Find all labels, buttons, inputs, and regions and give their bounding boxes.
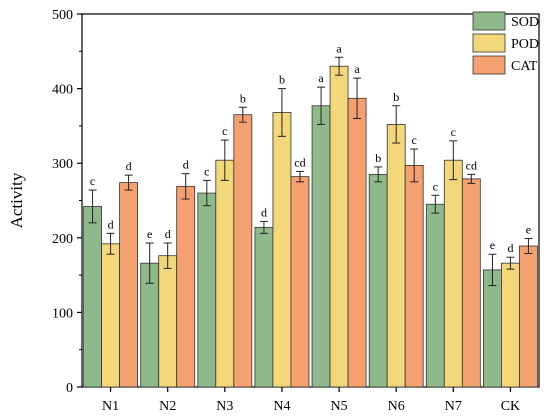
bar-sod-n1 xyxy=(83,206,102,388)
significance-label: a xyxy=(318,71,324,85)
legend-label-cat: CAT xyxy=(511,59,538,74)
legend-swatch-pod xyxy=(472,33,506,53)
significance-label: e xyxy=(490,238,495,252)
y-tick-label-500: 500 xyxy=(52,8,73,23)
legend-swatch-sod xyxy=(472,11,506,31)
bar-cat-n4 xyxy=(290,176,310,388)
significance-label: c xyxy=(412,133,417,147)
bar-cat-n5 xyxy=(347,97,367,388)
significance-label: d xyxy=(126,159,132,173)
bar-sod-n6 xyxy=(368,173,388,388)
bar-pod-ck xyxy=(501,262,520,388)
legend-label-pod: POD xyxy=(511,37,539,52)
bar-pod-n6 xyxy=(386,124,406,388)
bar-cat-ck xyxy=(519,245,538,388)
significance-label: d xyxy=(108,217,114,231)
x-tick-label-n2: N2 xyxy=(159,399,176,414)
significance-label: d xyxy=(183,158,189,172)
legend-swatch-cat xyxy=(472,55,506,75)
y-tick-label-200: 200 xyxy=(52,232,73,247)
x-tick-label-n3: N3 xyxy=(216,399,233,414)
significance-label: e xyxy=(147,227,152,241)
significance-label: c xyxy=(204,164,209,178)
significance-label: c xyxy=(222,124,227,138)
significance-label: d xyxy=(507,241,513,255)
x-tick-label-ck: CK xyxy=(501,399,520,414)
x-tick-label-n7: N7 xyxy=(445,399,462,414)
bar-pod-n2 xyxy=(158,255,178,388)
significance-label: a xyxy=(336,41,342,55)
y-axis-label: Activity xyxy=(7,172,26,228)
bar-cat-n1 xyxy=(119,182,138,388)
significance-label: c xyxy=(90,174,95,188)
x-tick-label-n1: N1 xyxy=(102,399,119,414)
bar-cat-n3 xyxy=(233,114,253,388)
y-tick-label-300: 300 xyxy=(52,157,73,172)
y-tick-label-400: 400 xyxy=(52,83,73,98)
x-tick-label-n5: N5 xyxy=(331,399,348,414)
bar-cat-n6 xyxy=(404,165,424,388)
bar-sod-n7 xyxy=(425,203,445,388)
bar-sod-n4 xyxy=(254,226,274,388)
bar-pod-n5 xyxy=(329,65,349,388)
significance-label: b xyxy=(375,151,381,165)
y-tick-label-0: 0 xyxy=(66,381,73,396)
y-tick-label-100: 100 xyxy=(52,306,73,321)
legend-label-sod: SOD xyxy=(511,15,539,30)
bar-cat-n2 xyxy=(176,185,196,388)
significance-label: c xyxy=(433,179,438,193)
significance-label: e xyxy=(526,223,531,237)
significance-label: b xyxy=(240,91,246,105)
significance-label: d xyxy=(165,227,171,241)
significance-label: d xyxy=(261,205,267,219)
significance-label: b xyxy=(393,90,399,104)
x-tick-label-n6: N6 xyxy=(388,399,405,414)
bar-sod-n5 xyxy=(311,105,331,388)
bar-pod-n1 xyxy=(101,243,120,388)
bar-pod-n4 xyxy=(272,112,292,388)
bar-sod-ck xyxy=(483,269,502,388)
significance-label: b xyxy=(279,73,285,87)
bar-sod-n3 xyxy=(197,192,217,388)
significance-label: cd xyxy=(294,155,305,169)
bar-pod-n7 xyxy=(443,159,463,388)
significance-label: a xyxy=(354,62,360,76)
bar-pod-n3 xyxy=(215,159,235,388)
significance-label: c xyxy=(451,125,456,139)
bar-cat-n7 xyxy=(461,178,481,388)
x-tick-label-n4: N4 xyxy=(273,399,290,414)
significance-label: cd xyxy=(466,158,477,172)
